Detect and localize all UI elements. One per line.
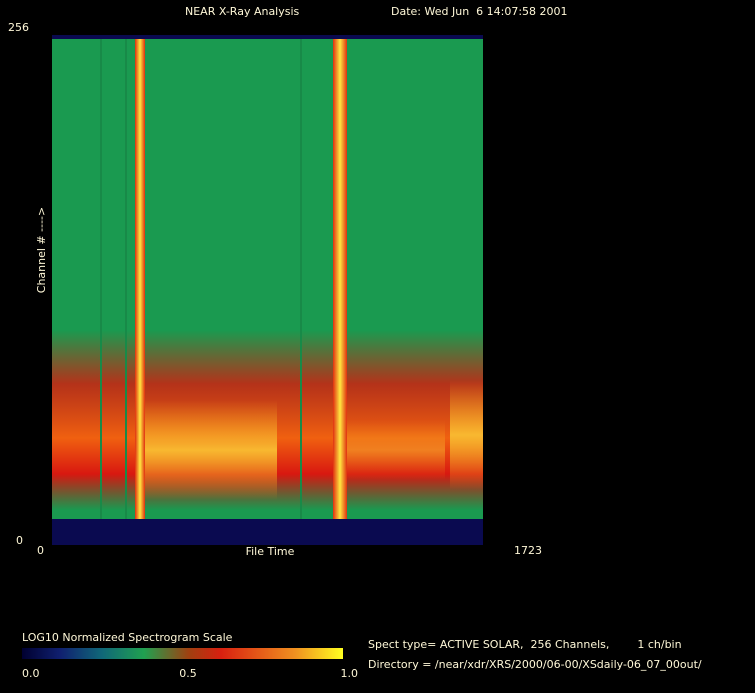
- title: NEAR X-Ray Analysis: [185, 5, 300, 18]
- colorbar-label: 1.0: [341, 667, 359, 680]
- spect-type: Spect type= ACTIVE SOLAR, 256 Channels, …: [368, 638, 682, 651]
- y-bottom-label: 0: [16, 534, 23, 547]
- spectrogram: [52, 35, 483, 545]
- date: Date: Wed Jun 6 14:07:58 2001: [391, 5, 568, 18]
- colorbar: [22, 648, 343, 659]
- colorbar-title: LOG10 Normalized Spectrogram Scale: [22, 631, 233, 644]
- directory: Directory = /near/xdr/XRS/2000/06-00/XSd…: [368, 658, 702, 671]
- colorbar-label: 0.0: [22, 667, 40, 680]
- x-axis-label: File Time: [246, 545, 295, 558]
- x-right-label: 1723: [514, 544, 542, 557]
- x-left-label: 0: [37, 544, 44, 557]
- y-top-label: 256: [8, 21, 29, 34]
- y-axis-label: Channel # ---->: [35, 207, 48, 293]
- colorbar-label: 0.5: [179, 667, 197, 680]
